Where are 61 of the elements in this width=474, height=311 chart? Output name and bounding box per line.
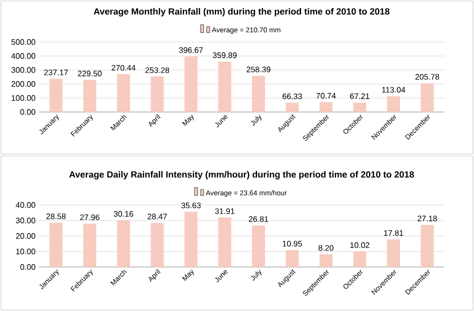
bar bbox=[218, 218, 232, 267]
bar bbox=[117, 74, 130, 112]
bar bbox=[184, 212, 198, 267]
data-label: 359.89 bbox=[212, 52, 237, 58]
data-label: 10.02 bbox=[350, 242, 370, 248]
bar bbox=[83, 224, 96, 267]
bar bbox=[50, 222, 62, 267]
y-tick-label: 500.00 bbox=[11, 39, 36, 45]
bar bbox=[83, 80, 96, 112]
bar bbox=[218, 62, 232, 112]
bar bbox=[184, 56, 198, 112]
data-label: 253.28 bbox=[145, 67, 170, 74]
bar bbox=[150, 222, 164, 267]
data-label: 67.21 bbox=[350, 93, 370, 100]
bar bbox=[150, 76, 164, 112]
data-label: 258.39 bbox=[246, 66, 270, 72]
data-label: 396.67 bbox=[179, 47, 203, 53]
bar bbox=[353, 251, 366, 267]
data-label: 30.16 bbox=[114, 211, 134, 217]
data-label: 270.44 bbox=[112, 64, 136, 71]
chart-title: Average Daily Rainfall Intensity (mm/hour) during the period time of 2010 to 2018 bbox=[69, 171, 414, 180]
data-label: 28.58 bbox=[46, 214, 66, 220]
bar bbox=[420, 83, 434, 112]
bar bbox=[286, 250, 299, 267]
data-label: 229.50 bbox=[78, 70, 102, 76]
bar bbox=[387, 239, 400, 267]
y-tick-label: 0.00 bbox=[20, 109, 36, 115]
y-tick-label: 100.00 bbox=[12, 95, 36, 101]
data-label: 113.04 bbox=[382, 86, 406, 93]
bar bbox=[320, 254, 333, 267]
bar bbox=[252, 225, 265, 267]
data-label: 205.78 bbox=[415, 74, 440, 80]
data-label: 27.18 bbox=[418, 216, 437, 222]
y-tick-label: 40.00 bbox=[16, 202, 36, 208]
bar bbox=[353, 102, 366, 112]
data-label: 10.95 bbox=[282, 240, 302, 246]
data-label: 28.47 bbox=[148, 214, 167, 220]
data-label: 237.17 bbox=[44, 70, 68, 76]
data-label: 17.81 bbox=[384, 230, 404, 236]
bar bbox=[50, 78, 62, 112]
y-tick-label: 10.00 bbox=[16, 248, 36, 254]
y-tick-label: 20.00 bbox=[16, 233, 36, 239]
data-label: 66.33 bbox=[282, 94, 302, 100]
bar bbox=[117, 220, 130, 267]
data-label: 8.20 bbox=[318, 245, 334, 251]
data-label: 31.91 bbox=[215, 208, 234, 214]
y-tick-label: 200.00 bbox=[12, 81, 36, 87]
bar bbox=[320, 102, 333, 112]
bar bbox=[286, 102, 299, 112]
y-tick-label: 30.00 bbox=[16, 218, 36, 224]
y-tick-label: 0.00 bbox=[20, 264, 36, 270]
chart-title: Average Monthly Rainfall (mm) during the period time of 2010 to 2018 bbox=[94, 8, 390, 16]
data-label: 70.74 bbox=[316, 92, 336, 99]
bar bbox=[387, 96, 400, 112]
y-tick-label: 300.00 bbox=[11, 67, 36, 73]
bar bbox=[420, 224, 434, 267]
data-label: 35.63 bbox=[181, 202, 201, 208]
bar bbox=[252, 76, 265, 112]
data-label: 27.96 bbox=[80, 214, 100, 220]
data-label: 26.81 bbox=[248, 216, 268, 222]
y-tick-label: 400.00 bbox=[11, 53, 36, 59]
